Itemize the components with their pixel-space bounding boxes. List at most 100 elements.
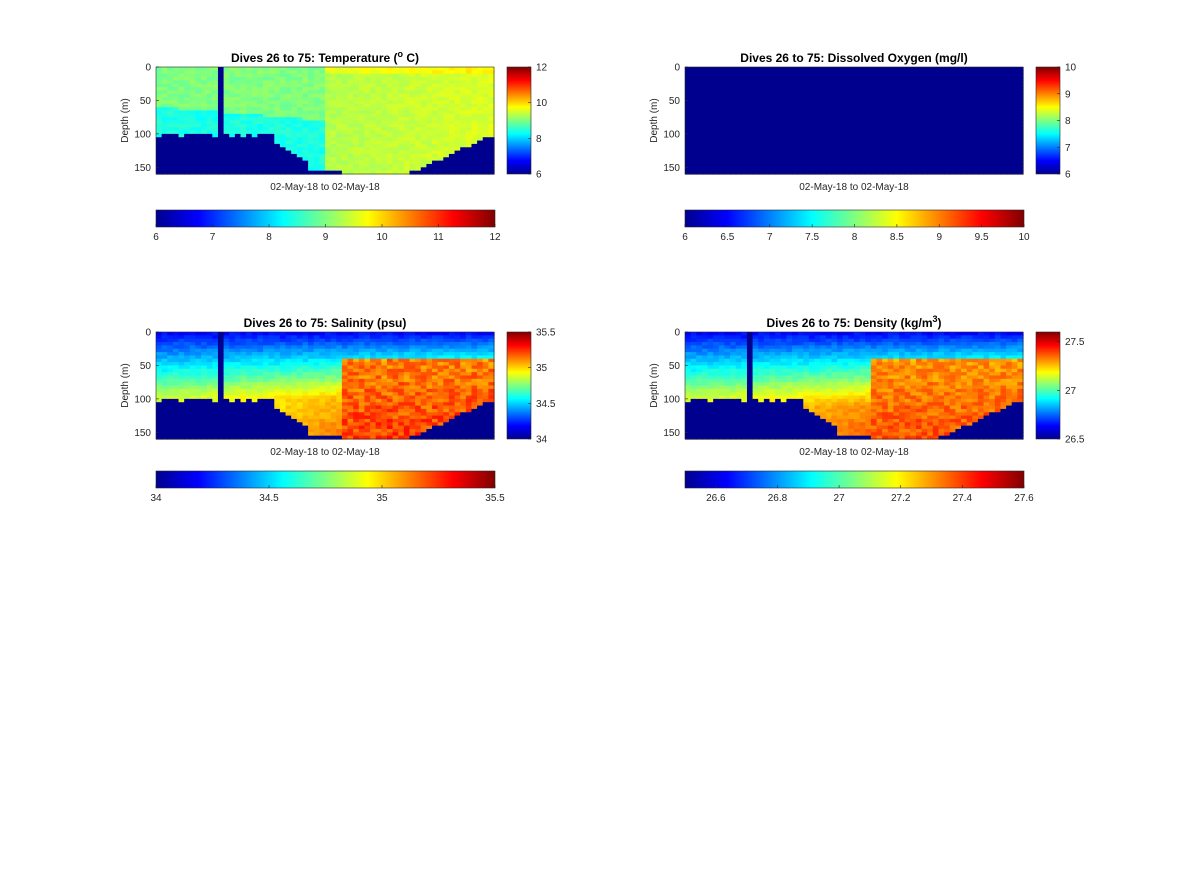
heatmap-cell (347, 153, 354, 158)
heatmap-cell (775, 77, 782, 81)
heatmap-cell (263, 113, 270, 118)
heatmap-cell (983, 150, 990, 155)
heatmap-cell (859, 80, 866, 85)
heatmap-cell (701, 77, 709, 81)
heatmap-cell (336, 388, 343, 393)
heatmap-cell (274, 113, 281, 118)
heatmap-cell (983, 107, 990, 112)
heatmap-cell (865, 113, 872, 118)
heatmap-cell (195, 93, 202, 98)
heatmap-cell (285, 120, 292, 125)
heatmap-cell (814, 77, 821, 81)
heatmap-cell (972, 120, 979, 125)
heatmap-cell (268, 408, 275, 413)
heatmap-cell (167, 412, 174, 417)
heatmap-cell (274, 90, 281, 95)
heatmap-cell (944, 83, 951, 88)
heatmap-cell (302, 435, 309, 440)
heatmap-cell (966, 147, 973, 152)
heatmap-cell (831, 83, 838, 88)
heatmap-cell (983, 157, 990, 162)
heatmap-cell (730, 93, 737, 98)
heatmap-cell (184, 83, 191, 88)
heatmap-cell (820, 130, 827, 135)
bottom-colorbar-label: 6 (682, 232, 688, 243)
heatmap-cell (156, 332, 163, 336)
heatmap-cell (257, 348, 264, 353)
heatmap-cell (167, 107, 174, 112)
heatmap-cell (257, 110, 264, 115)
heatmap-cell (206, 70, 213, 75)
heatmap-cell (257, 435, 264, 440)
heatmap-cell (752, 103, 759, 108)
heatmap-cell (921, 150, 928, 155)
heatmap-cell (375, 147, 382, 152)
heatmap-cell (156, 358, 163, 363)
heatmap-cell (825, 167, 833, 172)
heatmap-cell (454, 157, 461, 162)
heatmap-cell (370, 83, 377, 88)
heatmap-cell (741, 77, 748, 81)
heatmap-cell (1011, 123, 1018, 128)
heatmap-cell (707, 157, 714, 162)
heatmap-cell (257, 352, 264, 356)
heatmap-cell (353, 160, 360, 165)
heatmap-cell (206, 342, 213, 346)
heatmap-cell (167, 358, 174, 363)
heatmap-cell (398, 100, 405, 105)
heatmap-cell (808, 113, 816, 118)
heatmap-cell (854, 130, 861, 135)
heatmap-cell (330, 412, 337, 417)
heatmap-cell (336, 408, 343, 413)
heatmap-cell (386, 170, 394, 175)
heatmap-cell (825, 100, 833, 105)
heatmap-cell (477, 117, 484, 122)
heatmap-cell (313, 435, 320, 440)
heatmap-cell (808, 77, 816, 81)
heatmap-cell (195, 365, 202, 370)
heatmap-cell (336, 160, 343, 165)
heatmap-cell (730, 83, 737, 88)
heatmap-cell (358, 103, 366, 108)
heatmap-cell (915, 100, 923, 105)
heatmap-cell (927, 157, 934, 162)
heatmap-cell (263, 130, 270, 135)
heatmap-cell (482, 83, 489, 88)
heatmap-cell (797, 123, 804, 128)
heatmap-cell (240, 415, 247, 420)
heatmap-cell (735, 127, 742, 132)
heatmap-cell (279, 113, 287, 118)
heatmap-cell (915, 143, 923, 148)
heatmap-cell (797, 150, 804, 155)
heatmap-cell (364, 100, 371, 105)
heatmap-cell (375, 143, 382, 148)
heatmap-cell (189, 110, 197, 115)
heatmap-cell (707, 143, 714, 148)
heatmap-cell (229, 332, 236, 336)
heatmap-cell (358, 83, 366, 88)
heatmap-cell (870, 87, 878, 91)
heatmap-cell (837, 153, 844, 158)
heatmap-cell (955, 150, 962, 155)
heatmap-cell (189, 392, 197, 397)
heatmap-cell (375, 150, 382, 155)
heatmap-cell (735, 87, 742, 91)
heatmap-cell (443, 90, 450, 95)
heatmap-cell (820, 80, 827, 85)
heatmap-cell (302, 355, 309, 360)
heatmap-cell (375, 133, 382, 138)
heatmap-cell (161, 358, 168, 363)
heatmap-cell (296, 123, 304, 128)
heatmap-cell (910, 147, 917, 152)
heatmap-cell (994, 170, 1002, 175)
heatmap-cell (178, 140, 185, 145)
heatmap-cell (685, 83, 692, 88)
heatmap-cell (1011, 67, 1018, 71)
heatmap-cell (184, 137, 191, 142)
heatmap-cell (488, 107, 495, 112)
heatmap-cell (184, 160, 191, 165)
heatmap-cell (212, 100, 219, 105)
heatmap-cell (240, 97, 247, 102)
heatmap-cell (206, 422, 213, 427)
heatmap-cell (206, 355, 213, 360)
